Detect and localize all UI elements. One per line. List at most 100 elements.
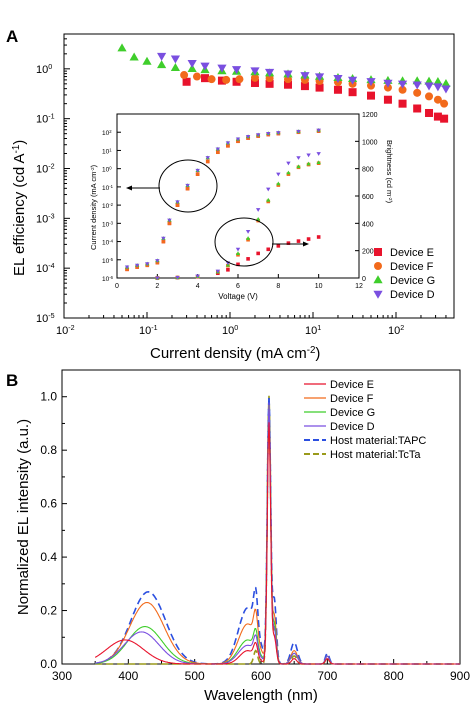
panel-b-label: B <box>6 371 18 390</box>
series-device-d <box>157 52 451 94</box>
annotation-ellipse-right <box>214 217 274 267</box>
text-part: 10 <box>36 263 48 275</box>
inset-y-tick-label: 10-6 <box>102 275 114 284</box>
data-point-circle <box>222 75 231 84</box>
x-tick-label: 900 <box>450 669 470 683</box>
data-point-triangle-down <box>333 74 343 83</box>
x-tick-label: 300 <box>52 669 72 683</box>
inset-lv-point <box>306 161 311 166</box>
data-point-triangle-down <box>157 52 167 61</box>
data-point-triangle-down <box>424 82 434 91</box>
legend-label: Device F <box>330 393 374 405</box>
panel-a-inset-chart: 0 2 4 6 8 10 1210-610-510-410-310-210-11001011… <box>89 112 394 301</box>
series-line-host-material-tapc <box>95 396 460 665</box>
inset-y-tick-label: 10-4 <box>102 238 114 247</box>
inset-lv-point <box>316 152 321 156</box>
data-point-triangle-down <box>231 66 242 75</box>
data-point-triangle-up <box>373 275 383 284</box>
x-tick-label: 101 <box>305 324 321 337</box>
data-point-triangle-down <box>397 80 408 89</box>
inset-lv-point <box>286 170 291 175</box>
legend-label: Host material:TAPC <box>330 435 426 447</box>
inset-lv-point <box>226 268 230 272</box>
inset-lv-point <box>296 239 301 243</box>
text-part: -5 <box>109 256 113 261</box>
legend-label: Device G <box>390 275 435 287</box>
data-point-triangle-down <box>314 73 325 82</box>
text-part: 10 <box>102 148 110 155</box>
data-point-square <box>425 108 434 117</box>
inset-jv-point <box>195 172 200 176</box>
inset-jv-point <box>124 265 130 270</box>
text-part: ) <box>385 201 394 204</box>
panel-a-label: A <box>6 27 18 46</box>
text-part: 10 <box>102 167 110 174</box>
text-part: -3 <box>109 220 113 225</box>
inset-lv-point <box>296 156 301 160</box>
data-point-circle <box>398 85 407 94</box>
text-part: -1 <box>109 183 113 188</box>
inset-jv-point <box>205 156 210 160</box>
x-tick-label: 600 <box>251 669 271 683</box>
series-line-device-e <box>94 422 460 665</box>
text-part: 10 <box>36 64 48 76</box>
x-tick-label: 10-2 <box>56 324 75 337</box>
text-part: 0 <box>48 63 52 71</box>
data-point-triangle-down <box>300 72 310 81</box>
data-point-triangle-down <box>217 64 227 73</box>
text-part: 10 <box>102 130 110 137</box>
inset-y-tick-label: 10-1 <box>102 183 114 192</box>
inset-lv-point <box>266 247 271 252</box>
x-tick-label: 800 <box>384 669 404 683</box>
legend-label: Device G <box>330 407 375 419</box>
inset-jv-point <box>134 263 140 268</box>
y-tick-label: 0.4 <box>40 550 57 564</box>
text-part: 10 <box>139 325 151 337</box>
text-part: 10 <box>102 240 110 247</box>
inset-jv-point <box>145 262 150 267</box>
panel-a-legend: Device E Device F Device G Device D <box>373 247 435 301</box>
text-part: -1 <box>48 113 54 121</box>
data-point-circle <box>413 88 422 97</box>
legend-label: Device E <box>330 379 374 391</box>
inset-jv-point <box>215 147 221 152</box>
inset-lv-point <box>316 235 321 239</box>
data-point-triangle-up <box>117 43 127 52</box>
inset-jv-point <box>255 133 261 138</box>
inset-y-tick-label: 101 <box>102 147 112 156</box>
text-part: Current density (mA cm <box>89 172 98 250</box>
y-tick-label: 10-4 <box>36 262 55 275</box>
inset-jv-point <box>266 131 271 136</box>
legend-label: Host material:TcTa <box>330 449 421 461</box>
inset-jv-point <box>235 137 241 142</box>
data-point-triangle-down <box>433 83 443 92</box>
legend-label: Device D <box>390 289 435 301</box>
inset-lv-point <box>246 257 250 261</box>
inset-x-tick-label: 10 <box>315 283 323 290</box>
annotation-arrowhead-right <box>303 241 309 247</box>
inset-jv-point <box>185 186 190 191</box>
data-point-triangle-up <box>187 64 197 73</box>
inset-y-tick-label: 102 <box>102 129 112 138</box>
data-point-triangle-down <box>383 79 393 88</box>
text-part: -6 <box>109 275 113 280</box>
inset-xlabel: Voltage (V) <box>218 292 258 301</box>
series-device-g <box>117 43 451 88</box>
series-line-host-material-tcta <box>95 395 460 665</box>
data-point-circle <box>250 73 259 82</box>
data-point-square <box>374 248 382 256</box>
inset-jv-point <box>245 134 251 139</box>
text-part: ) <box>11 140 28 145</box>
text-part: 10 <box>102 276 110 283</box>
legend-label: Device F <box>390 261 434 273</box>
inset-lv-point <box>256 251 260 256</box>
text-part: 10 <box>388 325 400 337</box>
y-tick-label: 10-5 <box>36 312 55 325</box>
inset-y2-tick-label: 1000 <box>362 139 378 146</box>
inset-lv-point <box>276 181 281 186</box>
data-point-square <box>201 74 210 83</box>
data-point-triangle-up <box>157 60 167 69</box>
inset-lv-point <box>195 274 200 279</box>
inset-y-tick-label: 100 <box>102 165 112 174</box>
inset-jv-point <box>175 203 180 207</box>
